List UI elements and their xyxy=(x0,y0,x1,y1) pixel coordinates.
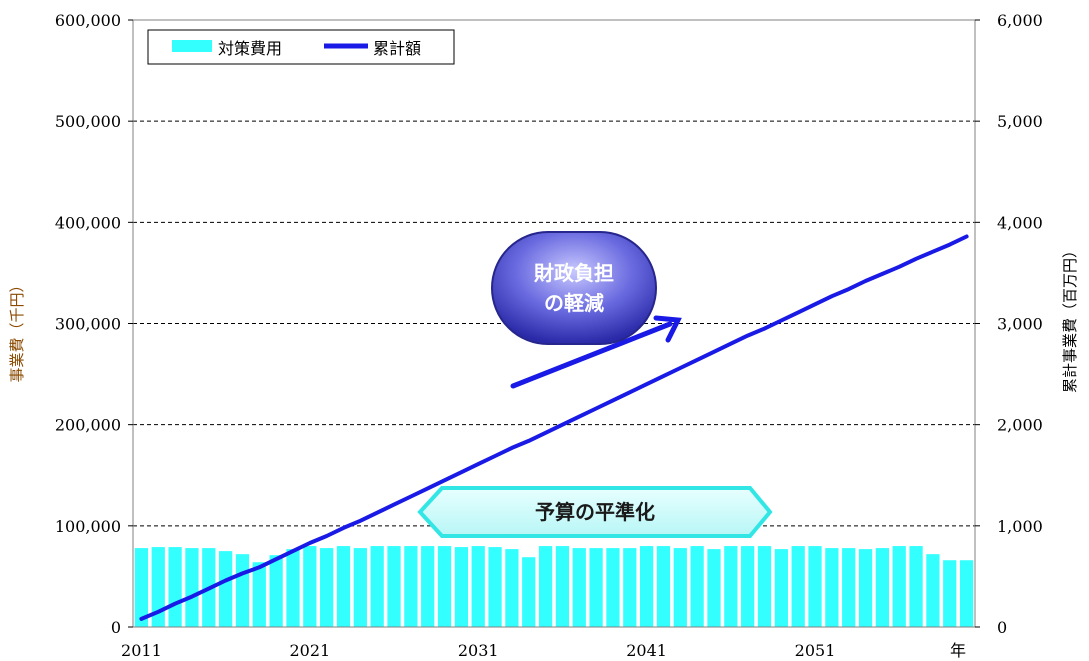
burden-reduction-line1: 財政負担 xyxy=(534,261,614,285)
right-tick-label: 1,000 xyxy=(997,517,1043,536)
trend-arrow xyxy=(510,315,682,389)
burden-reduction-blob: 財政負担 の軽減 xyxy=(491,231,657,345)
bar-2020 xyxy=(286,549,300,627)
leveling-badge: 予算の平準化 xyxy=(417,486,773,538)
right-tick-label: 3,000 xyxy=(997,315,1043,334)
bar-2030 xyxy=(454,547,468,627)
left-tick-label: 0 xyxy=(111,618,121,637)
bar-2039 xyxy=(606,548,620,627)
bar-2029 xyxy=(437,546,452,627)
bar-2036 xyxy=(555,546,570,627)
x-tick-label: 2021 xyxy=(289,641,330,660)
bar-2026 xyxy=(387,546,401,627)
leveling-badge-label: 予算の平準化 xyxy=(535,500,655,524)
bar-2016 xyxy=(219,551,233,627)
bar-2060 xyxy=(959,560,974,627)
bar-2032 xyxy=(488,547,502,627)
right-tick-label: 0 xyxy=(997,618,1007,637)
left-tick-label: 200,000 xyxy=(55,416,121,435)
legend-bar-swatch xyxy=(172,40,212,52)
left-tick-label: 600,000 xyxy=(55,11,121,30)
left-tick-label: 400,000 xyxy=(55,213,121,232)
trend-arrow-shaft xyxy=(510,321,673,389)
cumulative-line-layer xyxy=(139,234,969,621)
right-axis-ticks: 0 1,000 2,000 3,000 4,000 5,000 6,000 xyxy=(975,11,1043,637)
burden-reduction-shape xyxy=(491,231,657,345)
bar-2045 xyxy=(707,549,721,627)
bar-2044 xyxy=(690,546,704,627)
right-tick-label: 6,000 xyxy=(997,11,1043,30)
left-tick-label: 300,000 xyxy=(55,315,121,334)
legend-line-label: 累計額 xyxy=(373,39,421,58)
bar-2037 xyxy=(572,548,586,627)
bar-2042 xyxy=(656,546,671,627)
left-axis-title: 事業費（千円） xyxy=(8,277,26,382)
right-tick-label: 5,000 xyxy=(997,112,1043,131)
bar-2027 xyxy=(404,546,418,627)
bar-2059 xyxy=(943,560,957,627)
left-axis-ticks: 0 100,000 200,000 300,000 400,000 500,000 600,… xyxy=(55,11,133,637)
bar-2043 xyxy=(673,548,687,627)
bars xyxy=(134,546,974,627)
bar-2048 xyxy=(757,546,772,627)
bar-2017 xyxy=(235,554,250,627)
bar-2019 xyxy=(269,555,283,627)
left-tick-label: 100,000 xyxy=(55,517,121,536)
bar-2028 xyxy=(421,546,435,627)
x-axis-ticks: 2011 2021 2031 2041 2051 xyxy=(121,641,835,660)
bar-2023 xyxy=(336,546,351,627)
bar-2031 xyxy=(471,546,485,627)
bar-2041 xyxy=(640,546,654,627)
bar-2035 xyxy=(538,546,553,627)
burden-reduction-line2: の軽減 xyxy=(544,291,604,315)
trend-arrow-head xyxy=(653,315,682,343)
legend: 対策費用 累計額 xyxy=(147,29,455,65)
bar-2057 xyxy=(909,546,923,627)
bar-2033 xyxy=(505,549,519,627)
cumulative-line xyxy=(139,234,969,621)
bar-2049 xyxy=(774,549,788,627)
bar-2050 xyxy=(791,546,805,627)
bar-2025 xyxy=(370,546,384,627)
x-tick-label: 2031 xyxy=(458,641,499,660)
right-tick-label: 2,000 xyxy=(997,416,1043,435)
bar-2011 xyxy=(134,548,149,627)
bar-2047 xyxy=(741,546,755,627)
bar-2046 xyxy=(724,546,738,627)
bar-2038 xyxy=(589,548,603,627)
x-tick-label: 2041 xyxy=(626,641,667,660)
bar-2051 xyxy=(808,546,822,627)
bar-2054 xyxy=(858,549,873,627)
bar-2024 xyxy=(353,548,367,627)
bar-2053 xyxy=(842,548,856,627)
bar-2021 xyxy=(303,546,317,627)
right-tick-label: 4,000 xyxy=(997,213,1043,232)
x-unit-label: 年 xyxy=(950,641,966,660)
bar-2013 xyxy=(168,547,182,627)
bar-2052 xyxy=(825,548,839,627)
right-axis-title: 累計事業費（百万円） xyxy=(1061,243,1079,393)
bar-2012 xyxy=(151,547,165,627)
x-tick-label: 2011 xyxy=(121,641,162,660)
bar-2022 xyxy=(320,548,334,627)
bar-2055 xyxy=(875,548,889,627)
bar-2014 xyxy=(185,548,199,627)
bar-2058 xyxy=(926,554,940,627)
leveling-badge-shape xyxy=(417,486,773,538)
x-tick-label: 2051 xyxy=(795,641,836,660)
bar-2018 xyxy=(252,562,266,627)
bar-2056 xyxy=(892,546,906,627)
legend-bar-label: 対策費用 xyxy=(218,39,282,58)
bar-2034 xyxy=(522,557,536,627)
bar-2040 xyxy=(623,548,637,627)
left-tick-label: 500,000 xyxy=(55,112,121,131)
